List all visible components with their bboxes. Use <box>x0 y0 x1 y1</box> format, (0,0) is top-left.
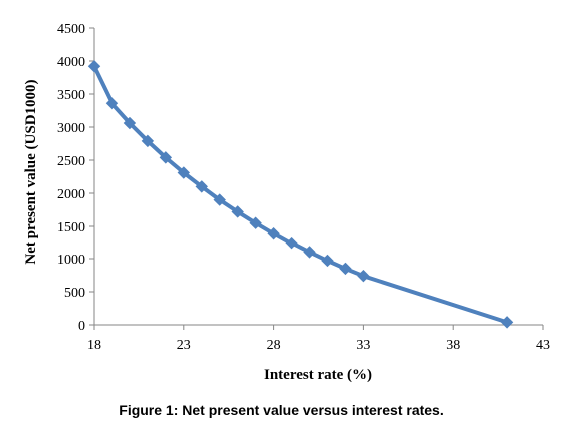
x-tick-label: 38 <box>446 338 460 353</box>
y-tick-label: 3000 <box>57 121 85 136</box>
x-tick-label: 33 <box>356 338 370 353</box>
data-point <box>231 205 244 218</box>
y-tick-label: 500 <box>64 286 85 301</box>
data-point <box>321 254 334 268</box>
data-point <box>195 180 208 193</box>
data-point <box>213 193 226 206</box>
data-point <box>285 236 298 250</box>
x-tick-label: 23 <box>177 338 191 353</box>
data-point <box>123 116 137 130</box>
data-point <box>339 262 352 276</box>
x-tick-label: 28 <box>267 338 281 353</box>
x-tick-label: 43 <box>536 338 550 353</box>
y-tick-label: 3500 <box>57 88 85 103</box>
y-axis-title: Net present value (USD1000) <box>23 79 39 264</box>
y-tick-label: 2500 <box>57 154 85 169</box>
data-point <box>500 316 514 329</box>
data-point <box>87 60 101 73</box>
y-tick-label: 1500 <box>57 220 85 235</box>
x-axis: 18 23 28 33 38 43 <box>87 324 550 353</box>
y-tick-label: 2000 <box>57 187 85 202</box>
figure-caption: Figure 1: Net present value versus inter… <box>119 402 444 418</box>
data-point <box>177 166 191 179</box>
y-axis: 0 500 1000 1500 2000 2500 3000 3500 4000 4500 <box>57 22 95 334</box>
series-group <box>87 60 514 329</box>
data-point <box>141 134 155 148</box>
y-tick-label: 1000 <box>57 253 85 268</box>
data-point <box>357 269 370 283</box>
series-line <box>92 65 508 325</box>
line-chart: 0 500 1000 1500 2000 2500 3000 3500 4000 4500 18 2… <box>23 22 550 383</box>
data-point <box>249 216 262 229</box>
data-point <box>159 151 173 164</box>
x-axis-title: Interest rate (%) <box>264 367 372 383</box>
data-point <box>303 246 316 259</box>
y-tick-label: 4500 <box>57 22 85 37</box>
data-point <box>267 227 280 240</box>
x-tick-label: 18 <box>87 338 101 353</box>
y-tick-label: 4000 <box>57 55 85 70</box>
data-point <box>105 97 119 110</box>
y-tick-label: 0 <box>78 319 85 334</box>
